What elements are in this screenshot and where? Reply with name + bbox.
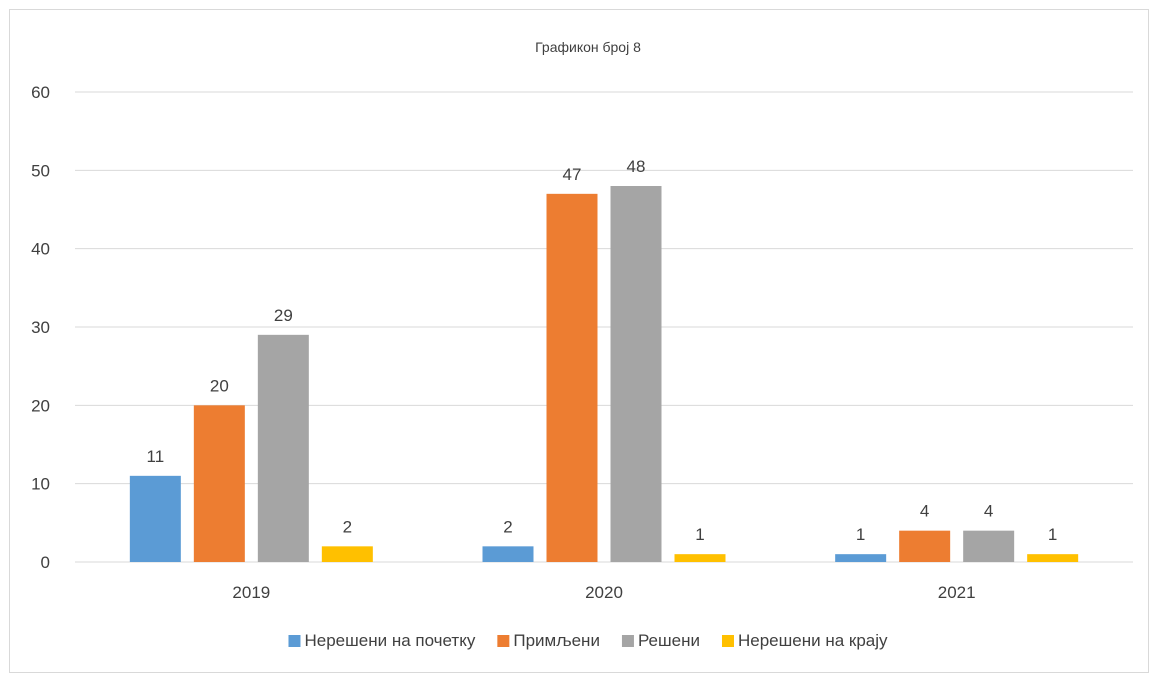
data-label: 4 [984, 502, 993, 521]
bar [899, 530, 951, 562]
data-label: 1 [1048, 525, 1057, 544]
y-axis-ticks: 0 10 20 30 40 50 60 [31, 83, 50, 572]
legend-label: Решени [638, 631, 700, 650]
legend-swatch [721, 635, 734, 647]
legend-label: Нерешени на почетку [304, 631, 475, 650]
legend-label: Нерешени на крају [738, 631, 888, 650]
bar [963, 530, 1015, 562]
bar [546, 193, 598, 563]
bars [129, 186, 1079, 563]
gridlines [75, 91, 1133, 563]
chart-title: Графикон број 8 [535, 39, 641, 55]
data-label: 11 [147, 447, 165, 466]
legend-swatch [288, 635, 301, 647]
y-tick-label: 0 [41, 553, 50, 572]
legend-label: Примљени [513, 631, 600, 650]
bar [674, 554, 726, 562]
bar [321, 546, 373, 562]
x-tick-label: 2021 [938, 583, 976, 602]
x-tick-label: 2019 [232, 583, 270, 602]
y-tick-label: 30 [31, 318, 50, 337]
data-label: 4 [920, 502, 929, 521]
y-tick-label: 20 [31, 396, 50, 415]
y-tick-label: 40 [31, 240, 50, 259]
legend: Нерешени на почетку Примљени Решени Нерешен… [288, 631, 888, 650]
data-label: 1 [695, 525, 704, 544]
data-label: 47 [563, 165, 582, 184]
data-label: 2 [503, 517, 512, 536]
bar [257, 334, 309, 562]
data-label: 48 [627, 157, 646, 176]
legend-swatch [621, 635, 634, 647]
y-tick-label: 60 [31, 83, 50, 102]
data-label: 1 [856, 525, 865, 544]
y-tick-label: 10 [31, 475, 50, 494]
data-label: 20 [210, 376, 229, 395]
bar [610, 186, 662, 562]
data-label: 29 [274, 306, 293, 325]
bar [835, 554, 887, 562]
bar [1027, 554, 1079, 562]
x-tick-label: 2020 [585, 583, 623, 602]
y-tick-label: 50 [31, 161, 50, 180]
bar [193, 405, 245, 562]
data-label: 2 [343, 517, 352, 536]
x-axis-ticks: 2019 2020 2021 [232, 583, 975, 602]
bar [482, 546, 534, 562]
bar [129, 475, 181, 562]
legend-swatch [497, 635, 510, 647]
